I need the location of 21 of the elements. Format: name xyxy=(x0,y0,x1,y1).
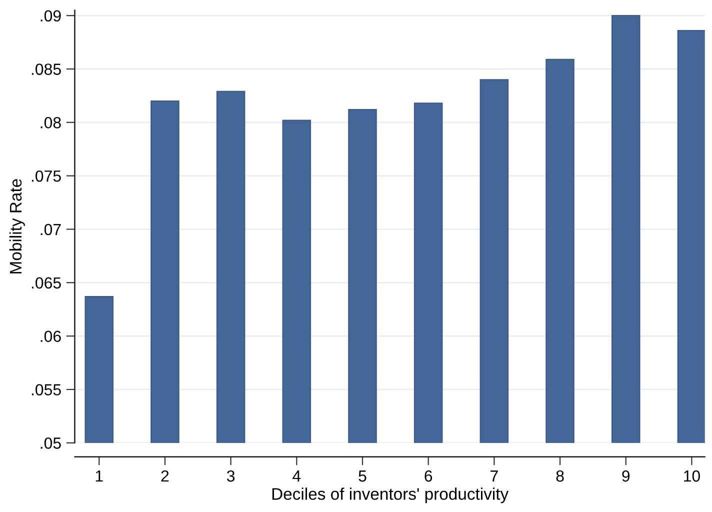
x-tick-label: 8 xyxy=(556,470,564,482)
y-tick-label: .06 xyxy=(40,330,61,342)
x-tick-label: 9 xyxy=(622,470,630,482)
y-tick-label: .085 xyxy=(32,64,61,75)
x-tick-label: 4 xyxy=(292,470,301,482)
y-axis-title: Mobility Rate xyxy=(9,179,25,274)
y-tick-label: .065 xyxy=(32,277,61,289)
x-tick-label: 5 xyxy=(358,470,366,482)
x-tick-label: 6 xyxy=(424,470,432,482)
x-tick-label: 10 xyxy=(684,470,700,482)
y-tick-label: .07 xyxy=(40,224,61,236)
x-tick-label: 2 xyxy=(161,470,169,482)
x-tick-label: 7 xyxy=(490,470,498,482)
y-tick-label: .05 xyxy=(40,438,61,449)
y-tick-label: .055 xyxy=(32,384,61,396)
y-tick-label: .08 xyxy=(40,117,61,128)
y-tick-label: .09 xyxy=(40,10,61,22)
x-tick-label: 1 xyxy=(96,470,103,482)
y-tick-label: .075 xyxy=(32,170,61,182)
x-tick-label: 3 xyxy=(226,470,235,482)
x-axis-title: Deciles of inventors' productivity xyxy=(272,488,509,504)
